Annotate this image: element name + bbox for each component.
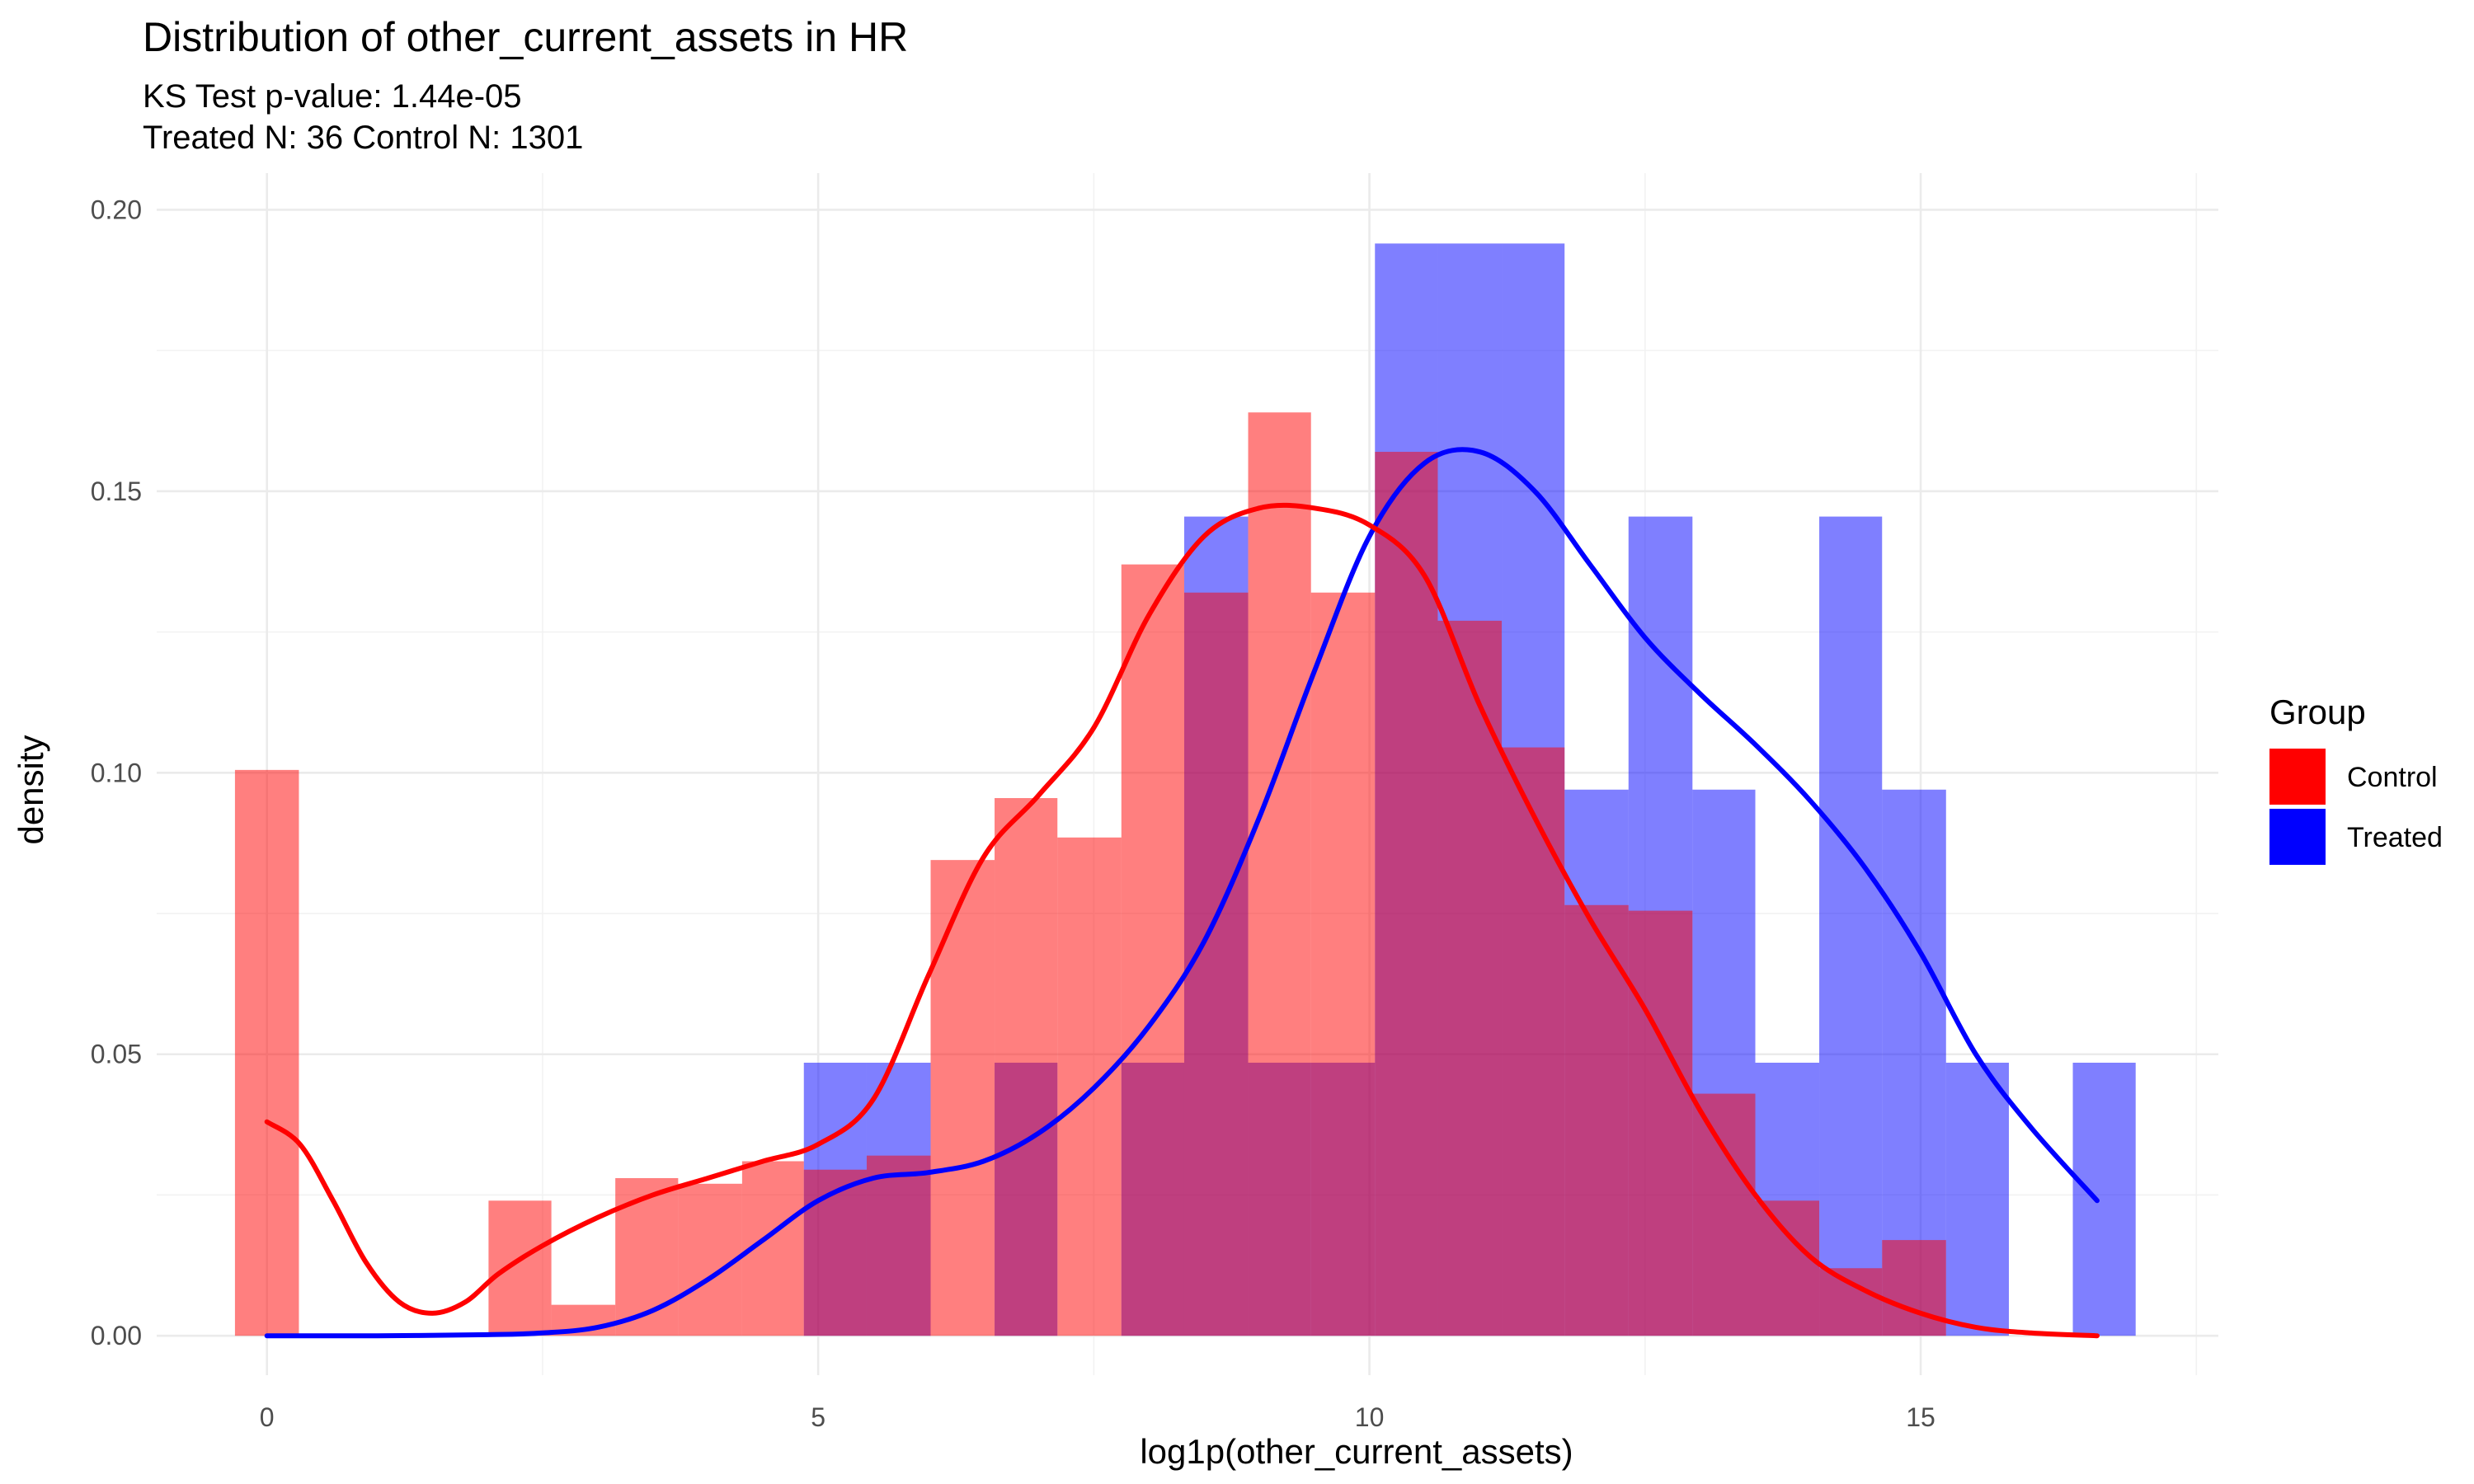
control-histogram-bar [1819,1268,1883,1336]
treated-histogram-bar [2072,1062,2136,1336]
x-tick-label: 5 [811,1402,825,1432]
y-tick-label: 0.05 [91,1040,142,1069]
chart-subtitle-line-1: KS Test p-value: 1.44e-05 [143,78,522,115]
control-histogram-bar [1755,1200,1820,1336]
y-tick-label: 0.10 [91,758,142,787]
y-tick-label: 0.15 [91,477,142,506]
chart-subtitle-line-2: Treated N: 36 Control N: 1301 [143,120,583,156]
y-axis-title: density [12,735,50,844]
control-histogram-bar [488,1200,552,1336]
control-histogram-bar [234,769,299,1336]
control-density-curve [264,502,2100,1339]
y-axis-ticks: 0.00 0.05 0.10 0.15 0.20 [91,195,142,1350]
control-histogram-bar [803,1169,867,1336]
control-histogram-bar [995,798,1058,1336]
treated-histogram-bar [1945,1062,2009,1336]
chart-title: Distribution of other_current_assets in … [143,14,908,60]
x-axis-ticks: 0 5 10 15 [260,1402,1935,1432]
control-histogram-bar [1183,592,1249,1336]
control-histogram-bar [866,1155,931,1336]
x-axis-title: log1p(other_current_assets) [1140,1432,1573,1471]
treated-histogram-bar [1819,516,1883,1336]
y-tick-label: 0.20 [91,195,142,224]
y-tick-label: 0.00 [91,1321,142,1350]
control-histogram-bar [1692,1093,1756,1336]
x-tick-label: 15 [1906,1402,1935,1432]
histogram-bars [234,243,2136,1336]
control-histogram-bar [1375,452,1438,1336]
legend-title: Group [2269,693,2366,731]
legend: Group Control Treated [2269,693,2443,865]
x-tick-label: 0 [260,1402,275,1432]
treated-legend-label: Treated [2347,822,2443,853]
control-histogram-bar [1121,564,1184,1336]
treated-legend-key [2269,809,2326,865]
control-histogram-bar [1628,910,1693,1336]
control-histogram-bar [1564,904,1629,1336]
x-tick-label: 10 [1355,1402,1385,1432]
control-histogram-bar [1248,412,1311,1336]
control-legend-label: Control [2347,762,2438,793]
control-legend-key [2269,749,2326,805]
density-curves [264,447,2100,1339]
control-histogram-bar [678,1183,742,1336]
control-histogram-bar [1882,1240,1946,1336]
control-histogram-bar [1502,747,1565,1336]
control-histogram-bar [930,860,995,1336]
treated-density-curve [264,447,2100,1339]
control-histogram-bar [1310,592,1376,1336]
control-histogram-bar [1057,837,1122,1336]
control-histogram-bar [1437,620,1503,1336]
